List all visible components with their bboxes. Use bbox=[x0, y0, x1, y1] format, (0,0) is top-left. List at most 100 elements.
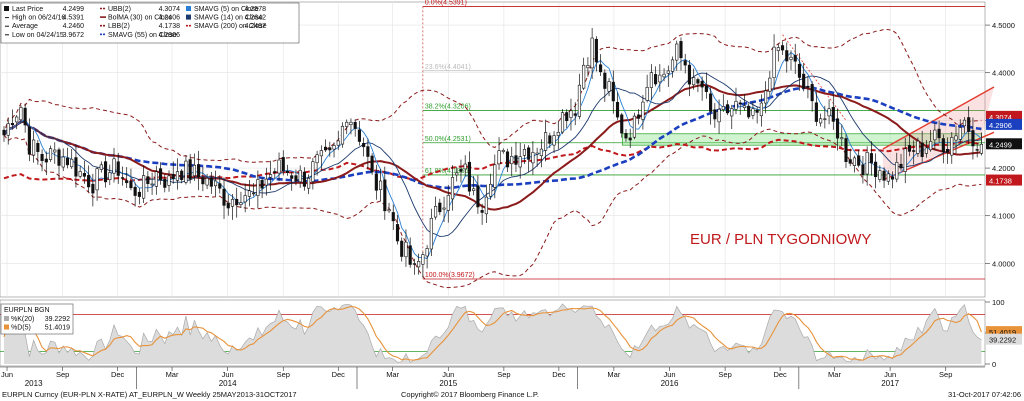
candle-up bbox=[789, 56, 793, 60]
candle-down bbox=[683, 60, 687, 66]
candle-down bbox=[294, 175, 298, 181]
candle-down bbox=[133, 186, 137, 196]
d-line bbox=[3, 305, 982, 361]
candle-up bbox=[569, 110, 573, 118]
candle-down bbox=[171, 174, 175, 180]
footer-right: 31-Oct-2017 07:42:06 bbox=[948, 390, 1021, 399]
candle-up bbox=[489, 183, 493, 197]
candle-down bbox=[235, 198, 239, 206]
candle-down bbox=[374, 173, 378, 191]
candle-up bbox=[649, 72, 653, 88]
candle-up bbox=[315, 154, 319, 164]
candle-up bbox=[230, 199, 235, 207]
candle-down bbox=[103, 161, 108, 183]
sma-55-line bbox=[2, 85, 982, 190]
legend-name: SMAVG (5) on Close bbox=[194, 6, 259, 13]
candle-down bbox=[281, 157, 285, 172]
price-panel-frame bbox=[0, 1, 986, 298]
legend-name: High on 06/24/16 bbox=[12, 15, 65, 22]
candle-down bbox=[967, 117, 971, 132]
candle-down bbox=[971, 130, 975, 147]
legend-name: Low on 04/24/15 bbox=[12, 32, 64, 39]
candle-up bbox=[518, 156, 522, 168]
osc-badge-box bbox=[986, 333, 1022, 345]
candle-up bbox=[721, 106, 725, 110]
candle-down bbox=[814, 102, 818, 122]
legend-value: 4.2460 bbox=[63, 23, 85, 30]
year-label: 2013 bbox=[25, 379, 43, 388]
candle-up bbox=[349, 121, 353, 125]
candle-down bbox=[129, 180, 133, 189]
candle-up bbox=[772, 46, 776, 79]
candle-down bbox=[302, 171, 306, 187]
candle-down bbox=[806, 85, 810, 88]
candle-down bbox=[480, 210, 484, 213]
lower-bollinger-band bbox=[3, 128, 982, 289]
x-tick-label: Dec bbox=[332, 370, 346, 379]
candle-up bbox=[167, 175, 171, 186]
x-tick-label: Mar bbox=[166, 370, 179, 379]
candle-up bbox=[641, 101, 645, 120]
candle-up bbox=[417, 261, 421, 268]
x-tick-label: Mar bbox=[607, 370, 620, 379]
candle-up bbox=[455, 172, 459, 176]
candle-up bbox=[379, 180, 383, 190]
legend-value: 4.2497 bbox=[245, 23, 267, 30]
candle-down bbox=[709, 93, 713, 112]
candle-up bbox=[472, 188, 476, 191]
candle-up bbox=[560, 112, 565, 133]
candle-up bbox=[175, 171, 180, 181]
candle-up bbox=[582, 64, 586, 89]
candle-up bbox=[307, 178, 311, 189]
fib-level-label: 61.8%(4.1856) bbox=[425, 168, 471, 175]
candle-down bbox=[383, 179, 387, 212]
price-badge-label: 4.1738 bbox=[989, 177, 1012, 186]
candle-up bbox=[962, 119, 967, 127]
candle-down bbox=[704, 85, 708, 92]
candle-up bbox=[522, 148, 526, 156]
candle-down bbox=[628, 137, 632, 141]
candle-up bbox=[184, 160, 188, 183]
candle-down bbox=[937, 128, 941, 139]
osc-legend-swatch bbox=[4, 316, 9, 321]
legend-value: 4.2406 bbox=[159, 15, 181, 22]
candle-down bbox=[44, 158, 48, 163]
y-tick-label: 4.4000 bbox=[992, 69, 1015, 78]
candle-up bbox=[531, 152, 535, 164]
candle-up bbox=[556, 131, 560, 136]
candle-down bbox=[514, 155, 518, 165]
candle-down bbox=[328, 147, 332, 151]
candle-up bbox=[929, 141, 933, 151]
candle-down bbox=[573, 113, 577, 116]
year-label: 2016 bbox=[661, 379, 679, 388]
candle-up bbox=[142, 175, 146, 199]
x-tick-label: Sep bbox=[277, 370, 290, 379]
bollinger-ma-line bbox=[3, 83, 982, 211]
candle-up bbox=[298, 169, 302, 183]
candle-down bbox=[27, 126, 31, 155]
candle-down bbox=[755, 109, 759, 113]
osc-badge-label: 51.4019 bbox=[989, 328, 1016, 337]
candle-down bbox=[599, 64, 603, 73]
candle-down bbox=[57, 149, 61, 166]
x-tick-label: Sep bbox=[718, 370, 731, 379]
candle-up bbox=[243, 195, 247, 203]
candle-down bbox=[679, 41, 683, 59]
x-tick-label: Mar bbox=[386, 370, 399, 379]
legend: Last Price 4.2499 High on 06/24/164.5391 Av… bbox=[0, 2, 300, 44]
candle-up bbox=[510, 155, 514, 165]
candle-down bbox=[408, 245, 412, 265]
candle-up bbox=[544, 132, 548, 151]
price-badge-box bbox=[986, 118, 1022, 130]
legend-value: 4.3074 bbox=[159, 6, 181, 13]
candle-up bbox=[78, 171, 82, 177]
candle-up bbox=[429, 217, 433, 250]
candlesticks bbox=[2, 28, 983, 278]
candle-down bbox=[615, 101, 620, 118]
candle-down bbox=[74, 157, 78, 177]
year-label: 2015 bbox=[439, 379, 457, 388]
oscillator-panel: EURPLN BGN %K(20) 39.2292 %D(5) 51.4019 bbox=[0, 299, 986, 367]
candle-down bbox=[844, 138, 848, 162]
